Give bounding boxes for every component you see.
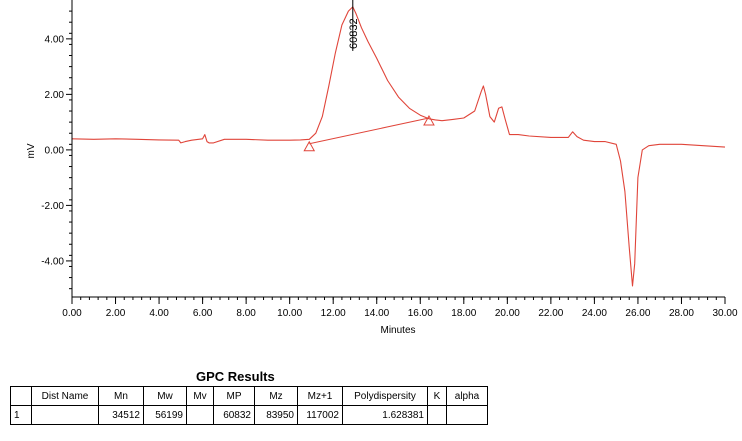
table-header-cell: alpha <box>446 386 488 406</box>
table-cell: 117002 <box>297 405 343 425</box>
table-cell: 1.628381 <box>342 405 428 425</box>
y-tick-label: 0.00 <box>45 145 65 156</box>
plot-area: 60832 <box>71 0 726 287</box>
table-header-cell: Polydispersity <box>342 386 428 406</box>
x-tick-label: 6.00 <box>193 308 213 319</box>
table-cell <box>446 405 488 425</box>
x-tick-label: 12.00 <box>321 308 346 319</box>
x-tick-label: 8.00 <box>236 308 256 319</box>
table-header-cell: K <box>427 386 447 406</box>
table-header-cell: Mv <box>186 386 214 406</box>
table-cell: 56199 <box>143 405 187 425</box>
table-cell <box>427 405 447 425</box>
x-tick-label: 28.00 <box>669 308 694 319</box>
table-cell: 34512 <box>98 405 144 425</box>
table-header-cell: Mz <box>254 386 298 406</box>
x-tick-label: 14.00 <box>364 308 389 319</box>
x-axis: 0.00 2.00 4.00 6.00 8.00 10.00 12.00 14.00 16.00… <box>62 296 738 319</box>
x-tick-label: 20.00 <box>495 308 520 319</box>
peak-label: 60832 <box>348 18 360 49</box>
table-header-cell: Mw <box>143 386 187 406</box>
integration-baseline <box>309 117 430 145</box>
x-tick-label: 30.00 <box>712 308 737 319</box>
chromatogram-chart: 60832 4.002.000.00-2.00-4.00 0.00 2.00 4.0… <box>26 0 738 336</box>
chromatogram-trace <box>71 6 726 287</box>
table-header-cell: Dist Name <box>31 386 99 406</box>
table-cell <box>186 405 214 425</box>
y-axis-title: mV <box>26 143 37 158</box>
table-row: 1 34512 56199 60832 83950 117002 1.628381 <box>10 405 488 425</box>
x-tick-label: 2.00 <box>106 308 126 319</box>
baseline-marker-triangle <box>423 114 435 126</box>
results-title: GPC Results <box>196 369 275 384</box>
table-header-cell <box>10 386 32 406</box>
table-cell <box>31 405 99 425</box>
y-tick-label: 2.00 <box>45 90 65 101</box>
table-header-cell: MP <box>213 386 255 406</box>
x-axis-title: Minutes <box>380 325 415 336</box>
x-tick-label: 22.00 <box>538 308 563 319</box>
y-axis: 4.00 2.00 0.00 -2.00 -4.00 <box>41 0 73 297</box>
x-tick-label: 18.00 <box>451 308 476 319</box>
x-tick-label: 4.00 <box>149 308 169 319</box>
table-header-cell: Mn <box>98 386 144 406</box>
y-tick-label: -2.00 <box>41 201 64 212</box>
x-tick-label: 24.00 <box>582 308 607 319</box>
x-tick-label: 26.00 <box>625 308 650 319</box>
y-tick-label: 4.00 <box>45 34 65 45</box>
table-cell: 83950 <box>254 405 298 425</box>
table-cell: 1 <box>10 405 32 425</box>
x-tick-label: 10.00 <box>277 308 302 319</box>
baseline-marker-triangle <box>303 140 316 152</box>
x-tick-label: 0.00 <box>62 308 82 319</box>
y-tick-label: -4.00 <box>41 256 64 267</box>
table-cell: 60832 <box>213 405 255 425</box>
x-tick-label: 16.00 <box>408 308 433 319</box>
table-header-cell: Mz+1 <box>297 386 343 406</box>
